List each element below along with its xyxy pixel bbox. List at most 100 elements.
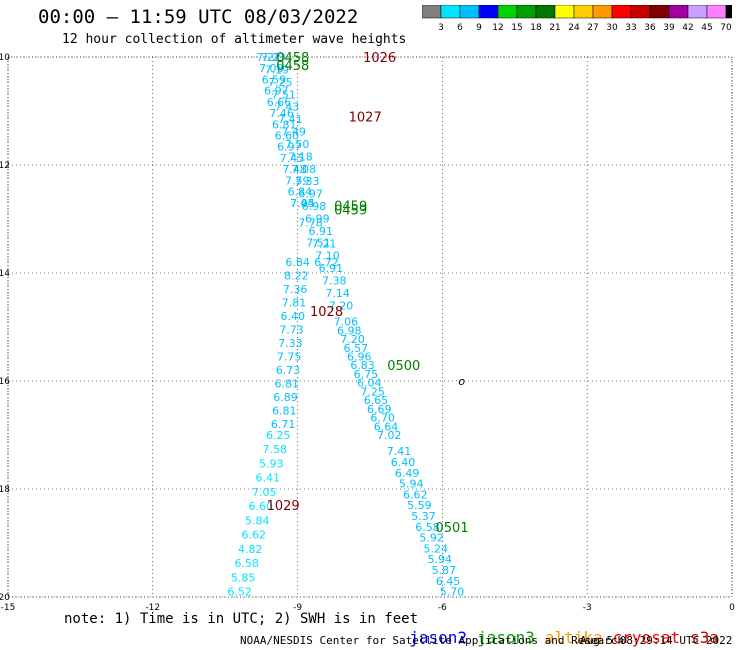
y-tick-label: -18 xyxy=(0,485,10,495)
y-tick-label: -10 xyxy=(0,53,10,63)
scale-label: 18 xyxy=(530,23,542,33)
wave-height-label: 6.89 xyxy=(273,391,298,404)
wave-height-label: 7.43 xyxy=(275,101,300,114)
wave-height-label: 7.19 xyxy=(265,63,290,76)
wave-height-label: 6.59 xyxy=(262,73,287,86)
wave-height-label: 6.62 xyxy=(241,529,266,542)
chart-note: note: 1) Time is in UTC; 2) SWH is in fe… xyxy=(64,611,419,627)
wave-height-label: 6.71 xyxy=(271,418,296,431)
wave-height-label: 6.57 xyxy=(344,342,369,355)
wave-height-label: 5.24 xyxy=(423,542,448,555)
y-tick-label: -14 xyxy=(0,269,10,279)
pass-time-label: 0500 xyxy=(387,359,420,374)
wave-height-label: 6.65 xyxy=(364,394,389,407)
legend-s3a: s3a xyxy=(690,628,719,647)
pass-time-label: 1026 xyxy=(363,51,396,66)
wave-height-label: 7.05 xyxy=(290,197,315,210)
legend-jason2: jason2 xyxy=(409,628,468,647)
wave-height-label: 6.98 xyxy=(302,200,327,213)
pass-time-label: 1029 xyxy=(267,499,300,514)
wave-height-label: 7.48 xyxy=(282,163,307,176)
wave-height-label: 6.99 xyxy=(305,212,330,225)
scale-label: 39 xyxy=(663,23,675,33)
wave-height-label: 6.41 xyxy=(256,472,281,485)
wave-height-label: 6.96 xyxy=(347,350,372,363)
wave-height-label: 7.33 xyxy=(295,175,320,188)
wave-height-label: 6.45 xyxy=(436,575,461,588)
wave-height-label: 6.49 xyxy=(395,467,420,480)
wave-height-label: 7.45 xyxy=(280,152,305,165)
wave-height-label: 7.50 xyxy=(285,138,310,151)
wave-height-label: 7.18 xyxy=(288,150,313,163)
scale-label: 12 xyxy=(492,23,503,33)
wave-height-label: 5.87 xyxy=(432,564,457,577)
wave-height-label: 7.38 xyxy=(322,275,347,288)
wave-height-label: 7.81 xyxy=(282,297,307,310)
wave-height-label: 5.94 xyxy=(428,553,453,566)
wave-height-label: 6.52 xyxy=(227,586,252,599)
scale-label: 24 xyxy=(568,23,580,33)
wave-height-label: 6.81 xyxy=(272,118,297,131)
wave-height-label: 7.06 xyxy=(334,316,359,329)
wave-height-label: 8.22 xyxy=(284,270,309,283)
wave-height-label: 7.58 xyxy=(263,443,288,456)
wave-height-label: 5.85 xyxy=(231,571,256,584)
wave-height-label: 6.91 xyxy=(319,262,344,275)
wave-height-label: 7.23 xyxy=(261,51,286,64)
x-tick-label: -6 xyxy=(438,603,447,613)
wave-height-label: 6.84 xyxy=(288,186,313,199)
wave-height-label: 5.59 xyxy=(407,499,432,512)
x-tick-label: -15 xyxy=(1,603,16,613)
x-tick-label: 0 xyxy=(729,603,735,613)
wave-height-label: 7.75 xyxy=(277,351,302,364)
wave-height-label: 6.40 xyxy=(281,310,306,323)
scale-label: 70 xyxy=(720,23,732,33)
wave-height-label: 6.97 xyxy=(298,188,323,201)
wave-height-label: 7.51 xyxy=(271,88,296,101)
wave-height-label: 7.10 xyxy=(315,250,340,263)
scale-label: 27 xyxy=(587,23,598,33)
wave-height-label: 7.25 xyxy=(268,76,293,89)
x-tick-label: -3 xyxy=(583,603,592,613)
y-tick-label: -12 xyxy=(0,161,10,171)
wave-height-label: 7.59 xyxy=(285,174,310,187)
wave-height-label: 7.36 xyxy=(283,283,308,296)
y-tick-label: -20 xyxy=(0,593,10,603)
wave-height-label: 6.81 xyxy=(274,378,299,391)
satellite-legend: jason2 jason3 altika cryosat s3a xyxy=(390,609,729,647)
wave-height-label: 6.40 xyxy=(391,456,416,469)
footer-credit: NOAA/NESDIS Center for Satellite Applica… xyxy=(240,634,625,647)
legend-altika: altika xyxy=(544,628,603,647)
scale-swatch xyxy=(725,5,732,19)
wave-height-label: 6.81 xyxy=(272,405,297,418)
wave-height-label: 6.69 xyxy=(367,403,392,416)
scale-label: 3 xyxy=(438,23,444,33)
wave-height-label: 4.82 xyxy=(238,543,263,556)
wave-height-label: 7.02 xyxy=(377,429,402,442)
chart-title: 00:00 – 11:59 UTC 08/03/2022 xyxy=(38,6,359,28)
pass-time-label: 0459 xyxy=(334,200,367,215)
scale-label: 15 xyxy=(511,23,522,33)
wave-height-label: 7.25 xyxy=(360,385,385,398)
wave-height-label: 7.20 xyxy=(329,299,354,312)
wave-height-label: 6.84 xyxy=(285,256,310,269)
wave-height-label: 5.37 xyxy=(411,510,436,523)
wave-height-label: 6.64 xyxy=(374,420,399,433)
scale-label: 30 xyxy=(606,23,618,33)
legend-jason3: jason3 xyxy=(477,628,535,647)
wave-height-label: 6.97 xyxy=(264,85,289,98)
pass-time-label: 1028 xyxy=(310,305,343,320)
pass-time-label: 0458 xyxy=(276,59,309,74)
scale-label: 6 xyxy=(457,23,463,33)
wave-height-label: 7.08 xyxy=(292,163,317,176)
wave-height-label: 5.84 xyxy=(245,514,270,527)
wave-height-label: 6.73 xyxy=(276,364,301,377)
scale-label: 42 xyxy=(682,23,693,33)
wave-height-label: 7.14 xyxy=(325,287,350,300)
wave-height-label: 7.78 xyxy=(298,217,323,230)
wave-height-label: 7.41 xyxy=(387,445,412,458)
wave-height-label: 7.44 xyxy=(290,197,315,210)
wave-height-label: 7.46 xyxy=(269,107,294,120)
wave-height-label: 7.22 xyxy=(256,51,281,64)
